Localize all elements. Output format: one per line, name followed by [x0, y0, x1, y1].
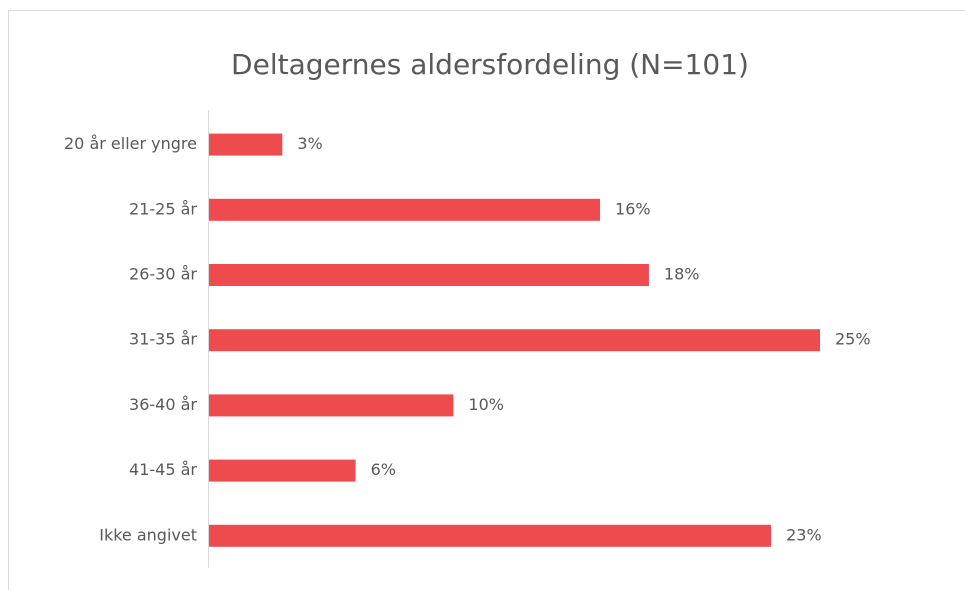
bar	[209, 329, 820, 352]
chart-frame	[8, 10, 965, 590]
bar	[209, 459, 356, 482]
data-label: 23%	[786, 525, 822, 544]
data-label: 18%	[664, 265, 700, 284]
y-tick-label: 26-30 år	[129, 265, 197, 284]
y-tick-label: 41-45 år	[129, 460, 197, 479]
bar	[209, 133, 283, 156]
data-label: 25%	[835, 330, 871, 349]
bar	[209, 524, 772, 547]
y-tick-label: 20 år eller yngre	[64, 134, 197, 153]
chart-title: Deltagernes aldersfordeling (N=101)	[231, 48, 749, 81]
data-label: 16%	[615, 199, 651, 218]
y-tick-label: 36-40 år	[129, 395, 197, 414]
y-tick-label: 21-25 år	[129, 199, 197, 218]
data-label: 3%	[297, 134, 322, 153]
y-tick-label: 31-35 år	[129, 330, 197, 349]
bar	[209, 198, 601, 221]
bar	[209, 394, 454, 417]
bar	[209, 264, 649, 286]
data-label: 10%	[468, 395, 504, 414]
y-tick-label: Ikke angivet	[99, 525, 197, 544]
data-label: 6%	[371, 460, 396, 479]
